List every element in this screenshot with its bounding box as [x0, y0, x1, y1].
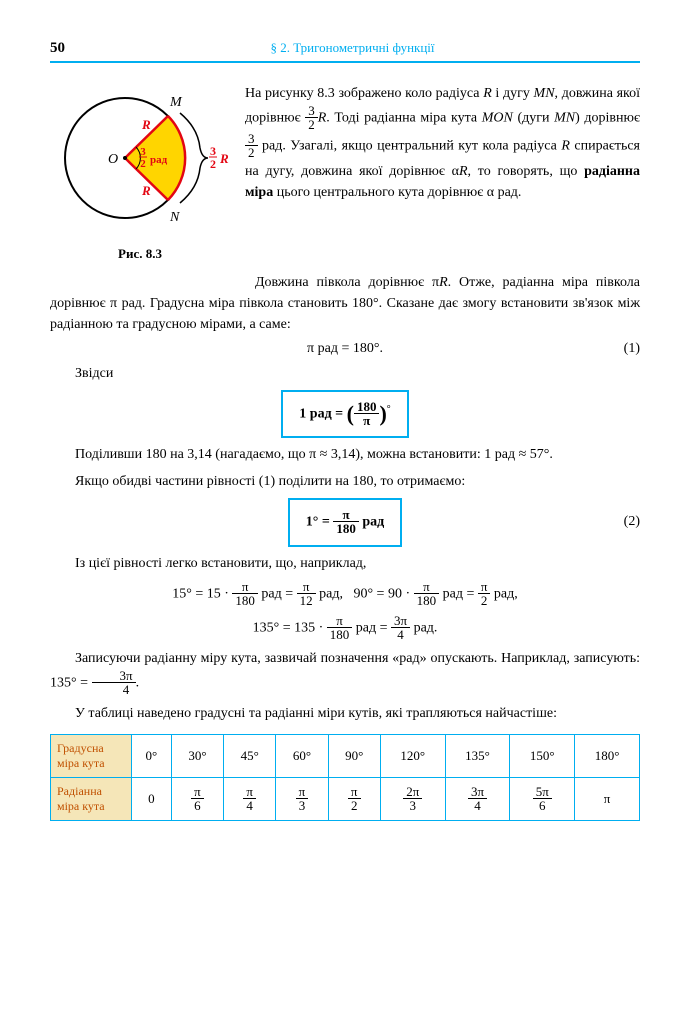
angle-table: Градусна міра кута 0° 30° 45° 60° 90° 12…	[50, 734, 640, 821]
svg-text:3: 3	[210, 144, 216, 158]
page-number: 50	[50, 40, 65, 57]
svg-text:R: R	[141, 117, 151, 132]
svg-text:R: R	[141, 183, 151, 198]
paragraph-8: У таблиці наведено градусні та радіанні …	[50, 703, 640, 724]
table-row-degrees: Градусна міра кута 0° 30° 45° 60° 90° 12…	[51, 735, 640, 778]
label-N: N	[169, 210, 180, 225]
svg-text:2: 2	[140, 158, 146, 170]
examples-line-1: 15° = 15 · π180 рад = π12 рад, 90° = 90 …	[50, 580, 640, 608]
figure-8-3: M N O R R 3 2 рад 3 2 R Рис. 8.3	[50, 83, 230, 262]
boxed-formula-1: 1 рад = (180π)°	[50, 390, 640, 438]
paragraph-7: Записуючи радіанну міру кута, зазвичай п…	[50, 648, 640, 697]
label-M: M	[169, 95, 183, 110]
paragraph-6: Із цієї рівності легко встановити, що, н…	[50, 553, 640, 574]
examples-line-2: 135° = 135 · π180 рад = 3π4 рад.	[50, 614, 640, 642]
svg-text:рад: рад	[150, 154, 168, 166]
label-O: O	[108, 152, 118, 167]
svg-text:2: 2	[210, 157, 216, 171]
section-title: § 2. Тригонометричні функції	[65, 40, 640, 56]
paragraph-4: Поділивши 180 на 3,14 (нагадаємо, що π ≈…	[50, 444, 640, 465]
paragraph-1: На рисунку 8.3 зображено коло раді­уса R…	[245, 83, 640, 262]
equation-1: π рад = 180°. (1)	[50, 341, 640, 357]
table-row-radians: Радіанна міра кута 0 π6 π4 π3 π2 2π3 3π4…	[51, 778, 640, 821]
svg-text:3: 3	[140, 146, 146, 158]
svg-text:R: R	[219, 151, 229, 166]
paragraph-2: Довжина півкола дорівнює πR. Отже, радіа…	[50, 272, 640, 335]
paragraph-5: Якщо обидві частини рівності (1) поділит…	[50, 471, 640, 492]
text-zvidsy: Звідси	[50, 363, 640, 384]
figure-caption: Рис. 8.3	[50, 246, 230, 262]
boxed-formula-2: 1° = π180 рад (2)	[50, 498, 640, 546]
page-header: 50 § 2. Тригонометричні функції	[50, 40, 640, 63]
